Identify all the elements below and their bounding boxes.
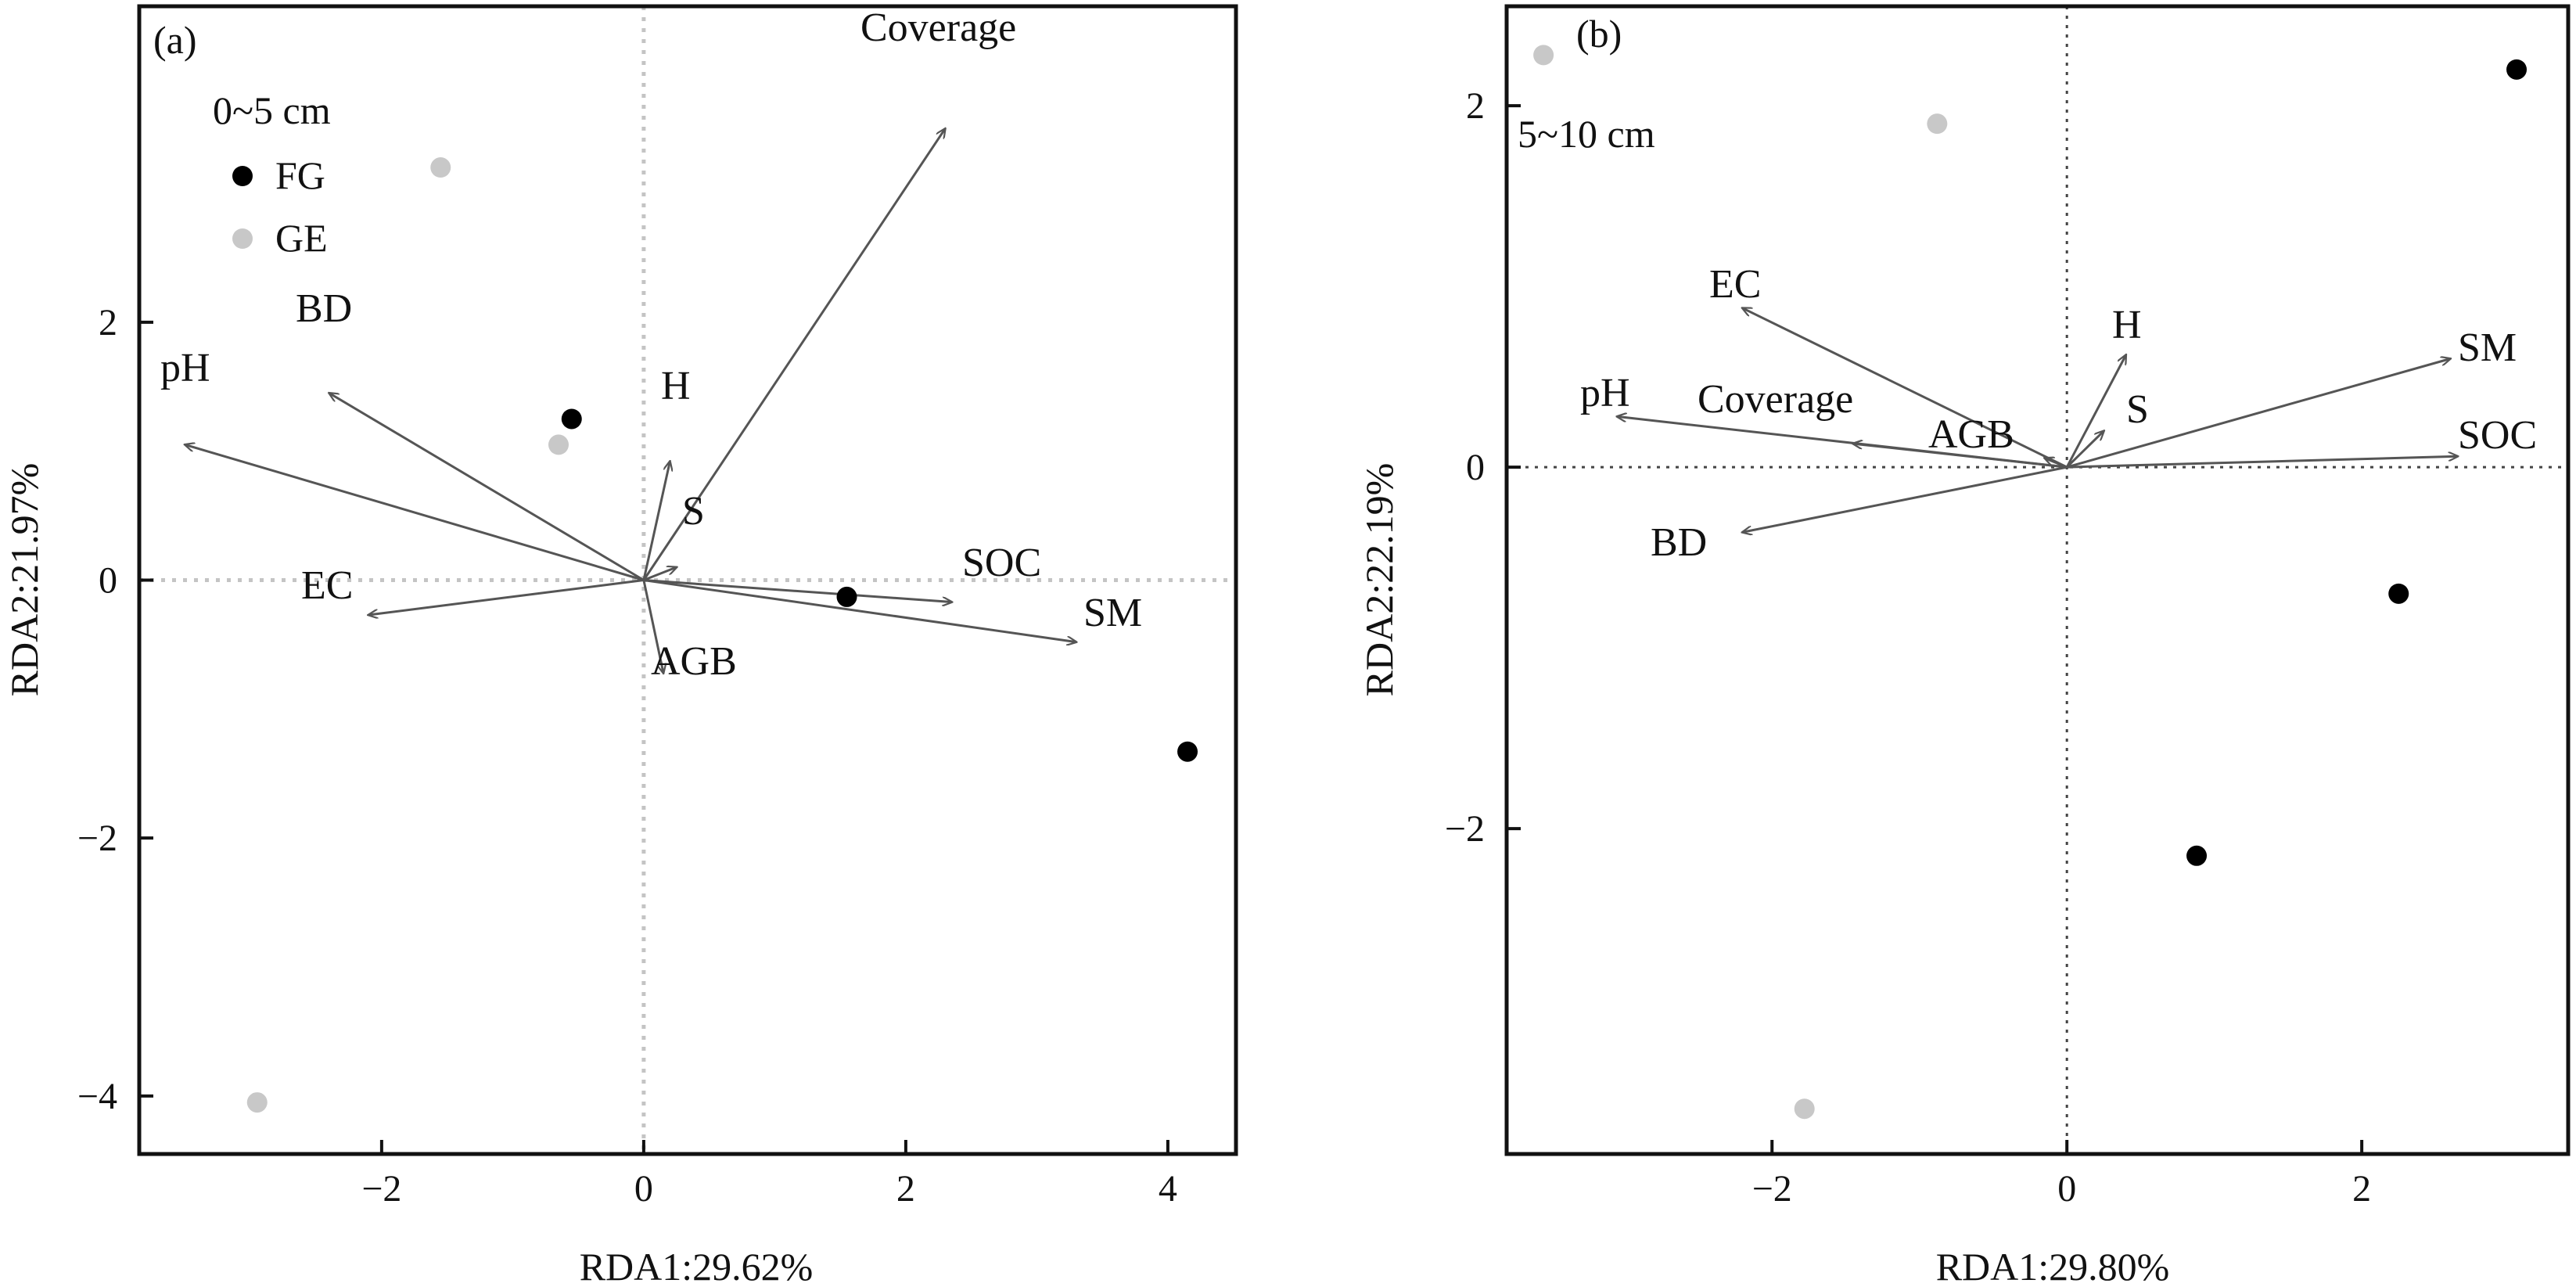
arrow-label-ec: EC <box>301 563 353 608</box>
rda-panel-b: EC pH Coverage AGB HS SM SOC BD −2 0 2 −2 0 2 (b) 5~… <box>1357 4 2571 1287</box>
y-tick-label-0: −2 <box>1445 808 1485 850</box>
y-tick-label-2: 2 <box>1466 85 1485 127</box>
point-fg-1 <box>836 586 857 607</box>
point-fg-0 <box>2506 59 2527 80</box>
x-axis-title: RDA1:29.80% <box>1936 1245 2170 1287</box>
legend: FG GE <box>232 153 328 260</box>
point-ge-2 <box>246 1092 268 1113</box>
legend-label-ge: GE <box>275 216 328 260</box>
ticks-layer: −2 0 2 4 −4 −2 0 2 <box>77 302 1177 1210</box>
arrow-label-h: H <box>2112 303 2142 347</box>
plot-frame <box>1504 4 2571 1156</box>
x-tick-label-2: 2 <box>896 1168 915 1210</box>
arrow-label-coverage: Coverage <box>860 5 1016 50</box>
arrow-label-h: H <box>661 364 691 408</box>
arrow-label-ph: pH <box>160 346 210 390</box>
arrow-label-ph: pH <box>1580 371 1630 415</box>
arrow-label-soc: SOC <box>2458 413 2537 458</box>
x-tick-label-0: −2 <box>361 1168 401 1210</box>
arrow-h <box>2065 355 2125 468</box>
point-ge-0 <box>1533 45 1554 66</box>
point-ge-1 <box>1927 113 1948 135</box>
x-tick-label-1: 0 <box>634 1168 653 1210</box>
arrow-agb <box>642 580 663 674</box>
arrow-coverage <box>1853 444 2068 469</box>
arrow-s <box>643 567 677 581</box>
arrows-layer: EC pH Coverage AGB HS SM SOC BD <box>1580 262 2537 565</box>
y-tick-label-1: −2 <box>77 818 117 859</box>
x-axis-title: RDA1:29.62% <box>580 1245 814 1287</box>
y-tick-label-1: 0 <box>1466 447 1485 488</box>
point-ge-0 <box>430 157 451 178</box>
y-axis-title: RDA2:22.19% <box>1357 463 1401 697</box>
points-layer <box>246 157 1198 1113</box>
arrow-label-sm: SM <box>2458 325 2517 370</box>
arrow-agb <box>2045 458 2068 469</box>
arrow-sm <box>643 579 1076 642</box>
ticks-layer: −2 0 2 −2 0 2 <box>1445 85 2371 1210</box>
point-fg-2 <box>1177 741 1198 762</box>
y-tick-label-0: −4 <box>77 1076 117 1117</box>
arrow-soc <box>643 579 952 602</box>
x-tick-label-0: −2 <box>1752 1168 1792 1210</box>
arrow-h <box>642 462 670 581</box>
arrow-sm <box>2066 358 2450 469</box>
point-ge-2 <box>1794 1098 1815 1120</box>
depth-label: 0~5 cm <box>213 88 331 132</box>
arrow-label-ec: EC <box>1709 262 1761 307</box>
point-fg-2 <box>2186 845 2208 866</box>
arrow-label-sm: SM <box>1083 591 1142 635</box>
legend-marker-fg <box>232 166 253 186</box>
point-fg-1 <box>2388 583 2409 604</box>
x-tick-label-2: 2 <box>2352 1168 2371 1210</box>
arrow-label-agb: AGB <box>1928 412 2014 457</box>
panel-label: (b) <box>1576 12 1622 56</box>
x-tick-label-3: 4 <box>1159 1168 1177 1210</box>
arrow-label-bd: BD <box>296 286 352 331</box>
arrow-ph <box>185 444 645 581</box>
arrow-label-s: S <box>682 489 705 534</box>
y-tick-label-3: 2 <box>99 302 117 343</box>
legend-label-fg: FG <box>275 153 325 197</box>
arrow-s <box>2066 431 2104 469</box>
x-tick-label-1: 0 <box>2057 1168 2076 1210</box>
points-layer <box>1533 45 2527 1120</box>
arrows-layer: Coverage pH BD H S EC AGB SOC SM <box>160 5 1142 684</box>
rda-panel-a: Coverage pH BD H S EC AGB SOC SM −2 0 2 4 −4 −2 0 2 (a)… <box>2 4 1238 1287</box>
arrow-bd <box>1743 466 2068 532</box>
point-fg-0 <box>561 408 582 430</box>
arrow-label-agb: AGB <box>651 639 737 684</box>
y-tick-label-2: 0 <box>99 560 117 602</box>
arrow-label-coverage: Coverage <box>1698 377 1853 422</box>
arrow-label-s: S <box>2126 387 2149 432</box>
y-axis-title: RDA2:21.97% <box>2 463 46 697</box>
legend-marker-ge <box>232 228 253 249</box>
point-ge-1 <box>548 434 569 455</box>
arrow-label-soc: SOC <box>962 541 1041 585</box>
arrow-label-bd: BD <box>1651 520 1707 565</box>
panel-label: (a) <box>153 18 197 62</box>
depth-label: 5~10 cm <box>1518 112 1655 156</box>
arrow-soc <box>2067 456 2457 469</box>
arrow-ec <box>368 579 645 616</box>
arrow-coverage <box>642 129 945 581</box>
arrow-ec <box>1743 308 2068 469</box>
arrow-bd <box>329 393 645 581</box>
